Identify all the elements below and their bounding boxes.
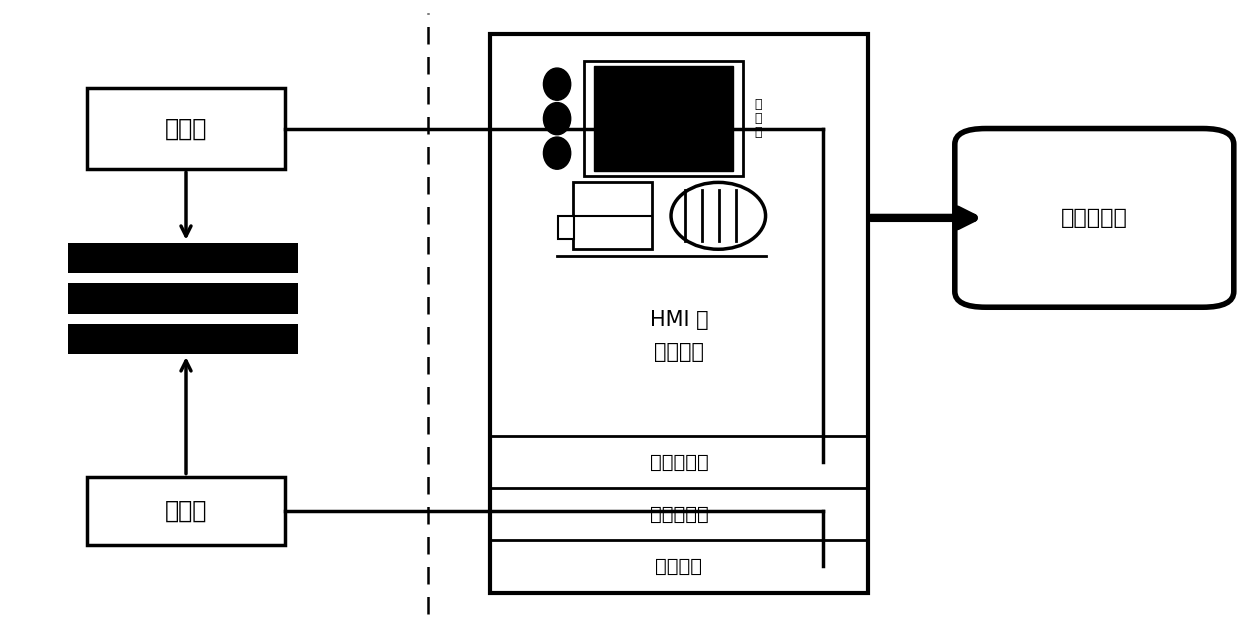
FancyBboxPatch shape xyxy=(87,477,285,545)
FancyBboxPatch shape xyxy=(558,216,574,240)
Text: 工
控
机: 工 控 机 xyxy=(754,98,761,139)
FancyBboxPatch shape xyxy=(573,182,652,250)
Text: 视频转换器: 视频转换器 xyxy=(650,505,708,524)
FancyBboxPatch shape xyxy=(955,129,1234,307)
FancyBboxPatch shape xyxy=(68,283,298,314)
Text: 使用方系统: 使用方系统 xyxy=(1061,208,1127,228)
FancyBboxPatch shape xyxy=(87,88,285,169)
Text: 信号采集器: 信号采集器 xyxy=(650,453,708,472)
Text: HMI 及
系统软件: HMI 及 系统软件 xyxy=(650,310,708,362)
Ellipse shape xyxy=(543,103,570,135)
Text: 调制电源: 调制电源 xyxy=(656,557,702,576)
Text: 标识器: 标识器 xyxy=(165,499,207,523)
FancyBboxPatch shape xyxy=(68,324,298,354)
FancyBboxPatch shape xyxy=(584,61,743,176)
FancyBboxPatch shape xyxy=(490,34,868,593)
Ellipse shape xyxy=(543,68,570,100)
Ellipse shape xyxy=(543,137,570,169)
FancyBboxPatch shape xyxy=(68,243,298,273)
Ellipse shape xyxy=(671,182,765,250)
Text: 摄像机: 摄像机 xyxy=(165,117,207,140)
FancyBboxPatch shape xyxy=(594,66,733,171)
